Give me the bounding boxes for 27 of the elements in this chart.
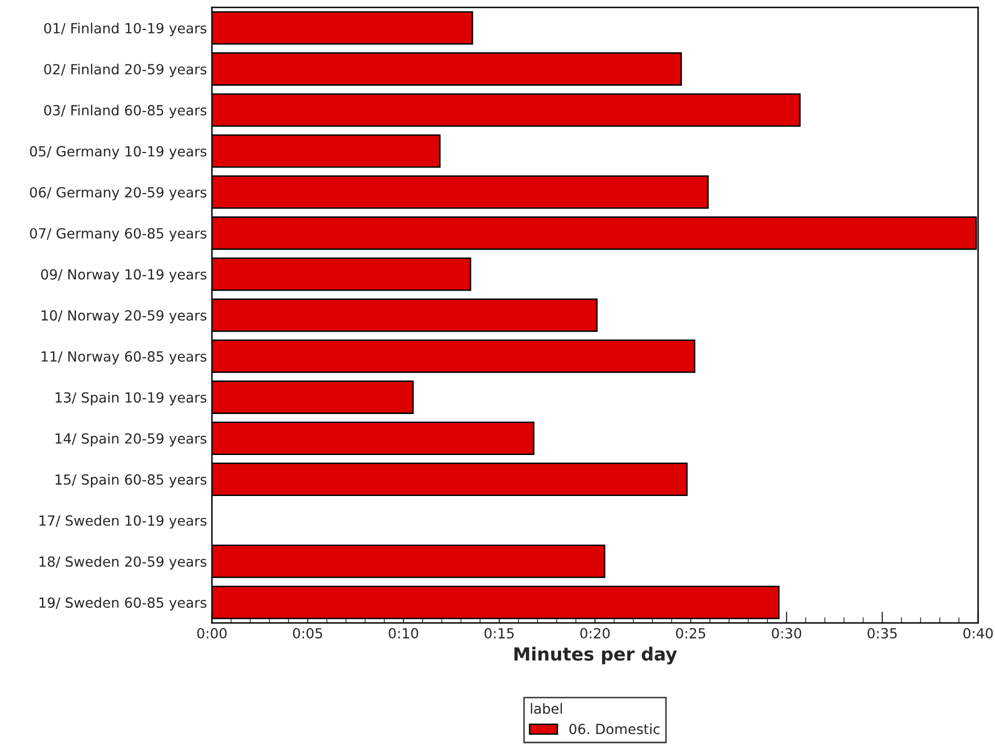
y-tick-label: 05/ Germany 10-19 years bbox=[30, 146, 206, 160]
y-tick-label: 10/ Norway 20-59 years bbox=[42, 310, 206, 324]
y-tick-label: 03/ Finland 60-85 years bbox=[44, 104, 206, 118]
x-tick-label: 0:40 bbox=[963, 628, 993, 639]
y-tick-label: 18/ Sweden 20-59 years bbox=[40, 556, 206, 570]
y-tick-label: 17/ Sweden 10-19 years bbox=[40, 515, 206, 528]
x-tick-label: 0:30 bbox=[772, 628, 802, 639]
y-tick-label: 13/ Spain 10-19 years bbox=[56, 392, 206, 406]
y-tick-label: 19/ Sweden 60-85 years bbox=[40, 597, 206, 611]
y-tick-label: 15/ Spain 60-85 years bbox=[56, 474, 206, 488]
y-tick-label: 01/ Finland 10-19 years bbox=[44, 22, 206, 36]
x-axis-title: Minutes per day bbox=[514, 646, 677, 664]
x-tick-label: 0:10 bbox=[388, 628, 418, 639]
x-tick-label: 0:00 bbox=[197, 628, 227, 639]
x-tick-label: 0:25 bbox=[676, 628, 706, 639]
y-tick-label: 02/ Finland 20-59 years bbox=[44, 64, 206, 78]
legend-title: label bbox=[530, 703, 562, 714]
y-tick-label: 09/ Norway 10-19 years bbox=[41, 269, 206, 282]
x-tick-label: 0:20 bbox=[580, 628, 610, 639]
x-tick-label: 0:35 bbox=[868, 628, 897, 639]
y-tick-label: 11/ Norway 60-85 years bbox=[42, 351, 206, 364]
y-tick-label: 06/ Germany 20-59 years bbox=[30, 187, 206, 200]
y-tick-label: 07/ Germany 60-85 years bbox=[30, 228, 206, 242]
x-tick-label: 0:15 bbox=[484, 628, 514, 639]
y-tick-label: 14/ Spain 20-59 years bbox=[56, 433, 206, 446]
legend-label: 06. Domestic bbox=[569, 723, 660, 734]
x-tick-label: 0:05 bbox=[293, 628, 322, 639]
